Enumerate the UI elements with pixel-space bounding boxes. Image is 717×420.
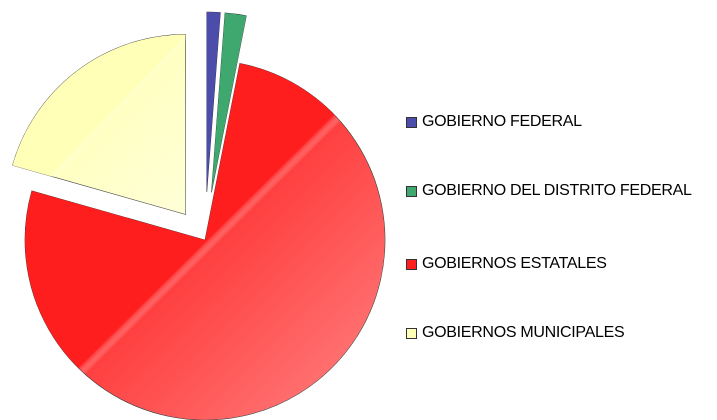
pie-slice <box>12 34 187 215</box>
legend-label: GOBIERNO FEDERAL <box>422 113 582 130</box>
legend-swatch <box>406 328 417 339</box>
legend-label: GOBIERNOS MUNICIPALES <box>422 324 625 341</box>
legend-item: GOBIERNO DEL DISTRITO FEDERAL <box>406 182 702 204</box>
legend-label: GOBIERNO DEL DISTRITO FEDERAL <box>422 182 692 199</box>
legend-swatch <box>406 117 417 128</box>
legend-item: GOBIERNOS MUNICIPALES <box>406 324 702 346</box>
legend-swatch <box>406 259 417 270</box>
legend-item: GOBIERNO FEDERAL <box>406 113 702 135</box>
legend-item: GOBIERNOS ESTATALES <box>406 255 702 277</box>
legend-swatch <box>406 186 417 197</box>
legend-label: GOBIERNOS ESTATALES <box>422 255 607 272</box>
